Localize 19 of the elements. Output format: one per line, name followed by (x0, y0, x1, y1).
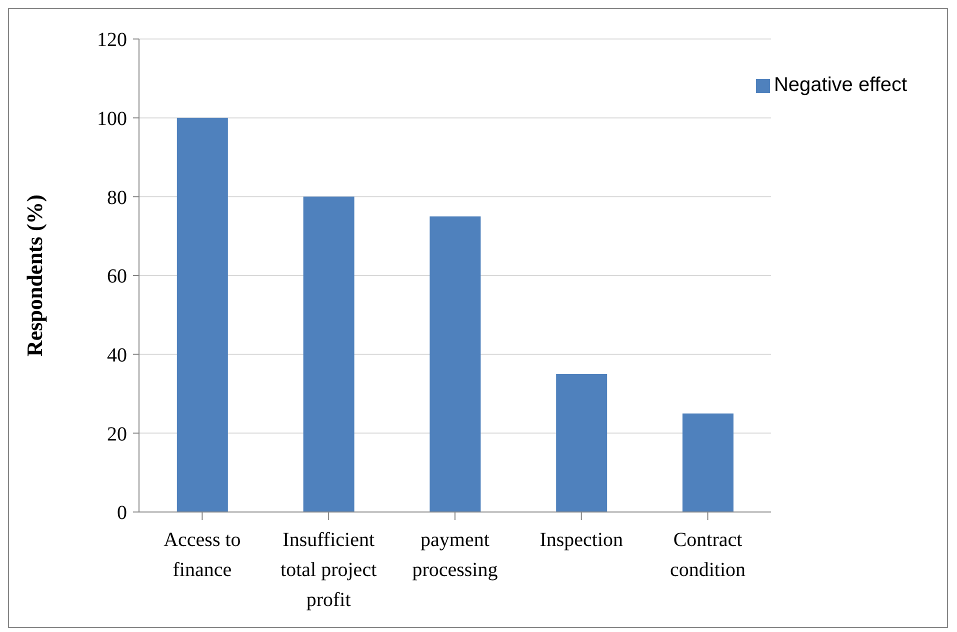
bar (303, 196, 354, 512)
bar (430, 216, 481, 512)
y-tick-label: 120 (97, 29, 127, 52)
bar (682, 413, 734, 512)
bar (176, 118, 228, 512)
x-tick-label: Access to finance (164, 529, 241, 581)
legend-label: Negative effect (774, 74, 907, 96)
y-tick-label: 20 (107, 423, 127, 446)
y-tick-label: 80 (107, 186, 127, 209)
x-tick-label: payment processing (412, 529, 498, 581)
x-tick-label: Contract condition (670, 529, 746, 581)
y-axis-title: Respondents (%) (22, 194, 47, 356)
bar (556, 374, 608, 512)
y-tick-label: 60 (107, 266, 127, 288)
x-tick-label: Insufficient total project profit (280, 529, 378, 611)
y-tick-label: 100 (97, 108, 127, 130)
y-tick-label: 0 (117, 502, 127, 524)
y-tick-label: 40 (107, 344, 127, 366)
x-tick-label: Inspection (540, 529, 624, 551)
